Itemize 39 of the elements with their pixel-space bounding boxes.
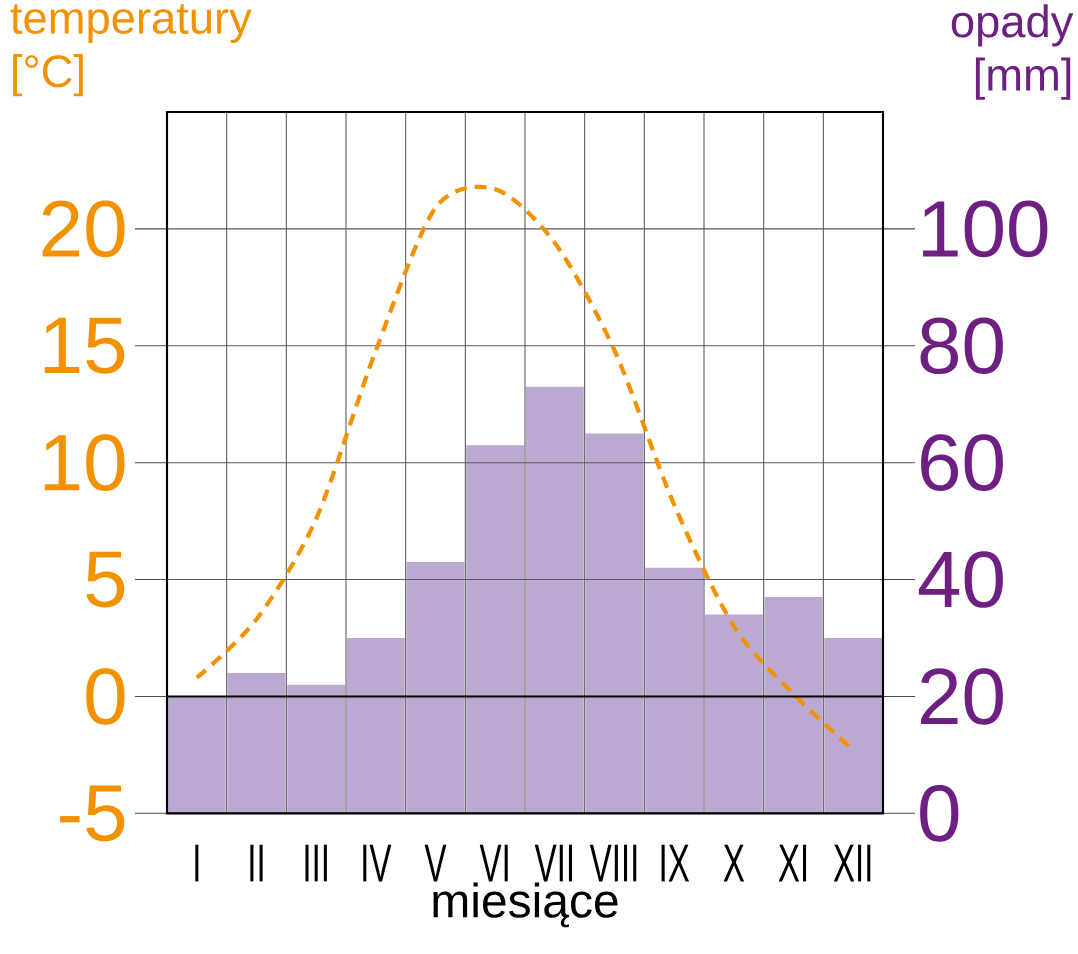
y-tick-label: 5 bbox=[86, 551, 125, 608]
y-tick-label: 15 bbox=[44, 317, 125, 374]
x-tick-label: XII bbox=[833, 844, 871, 882]
y2-tick-label: 40 bbox=[918, 551, 1003, 608]
bar bbox=[167, 696, 226, 814]
x-axis-title: miesiące bbox=[433, 882, 618, 928]
bar bbox=[287, 684, 346, 814]
y2-tick-label: 80 bbox=[920, 317, 1003, 374]
bar bbox=[645, 567, 704, 814]
y-tick-label: 20 bbox=[42, 200, 125, 258]
y2-axis-title: opady [mm] bbox=[951, 4, 1074, 100]
bar bbox=[466, 444, 525, 814]
x-tick-label: XI bbox=[778, 844, 807, 882]
bar bbox=[824, 637, 883, 814]
bar bbox=[764, 596, 823, 814]
y-tick-label: 0 bbox=[86, 667, 125, 725]
x-tick-label: IX bbox=[661, 844, 690, 882]
x-tick-label: IV bbox=[363, 844, 392, 882]
y2-tick-label: 100 bbox=[923, 200, 1048, 258]
bar bbox=[525, 386, 584, 814]
y2-tick-label: 60 bbox=[921, 434, 1003, 491]
x-tick-label: V bbox=[424, 844, 447, 882]
x-tick-label: II bbox=[250, 844, 263, 882]
bar bbox=[406, 561, 465, 814]
y-axis-title: temperatury [°C] bbox=[10, 4, 252, 97]
x-tick-label: VI bbox=[479, 844, 508, 882]
x-tick-label: X bbox=[723, 844, 745, 882]
bar bbox=[346, 637, 405, 814]
bar bbox=[704, 614, 763, 814]
y2-tick-label: 20 bbox=[921, 667, 1003, 725]
x-tick-label: III bbox=[305, 844, 327, 882]
y2-tick-label: 0 bbox=[920, 784, 959, 842]
y-tick-label: -5 bbox=[60, 785, 125, 842]
y-tick-label: 10 bbox=[44, 434, 125, 491]
x-tick-label: VII bbox=[534, 844, 572, 882]
bar bbox=[585, 433, 644, 814]
x-tick-label: VIII bbox=[589, 844, 637, 882]
x-tick-label: I bbox=[195, 844, 199, 882]
bar bbox=[227, 672, 286, 814]
